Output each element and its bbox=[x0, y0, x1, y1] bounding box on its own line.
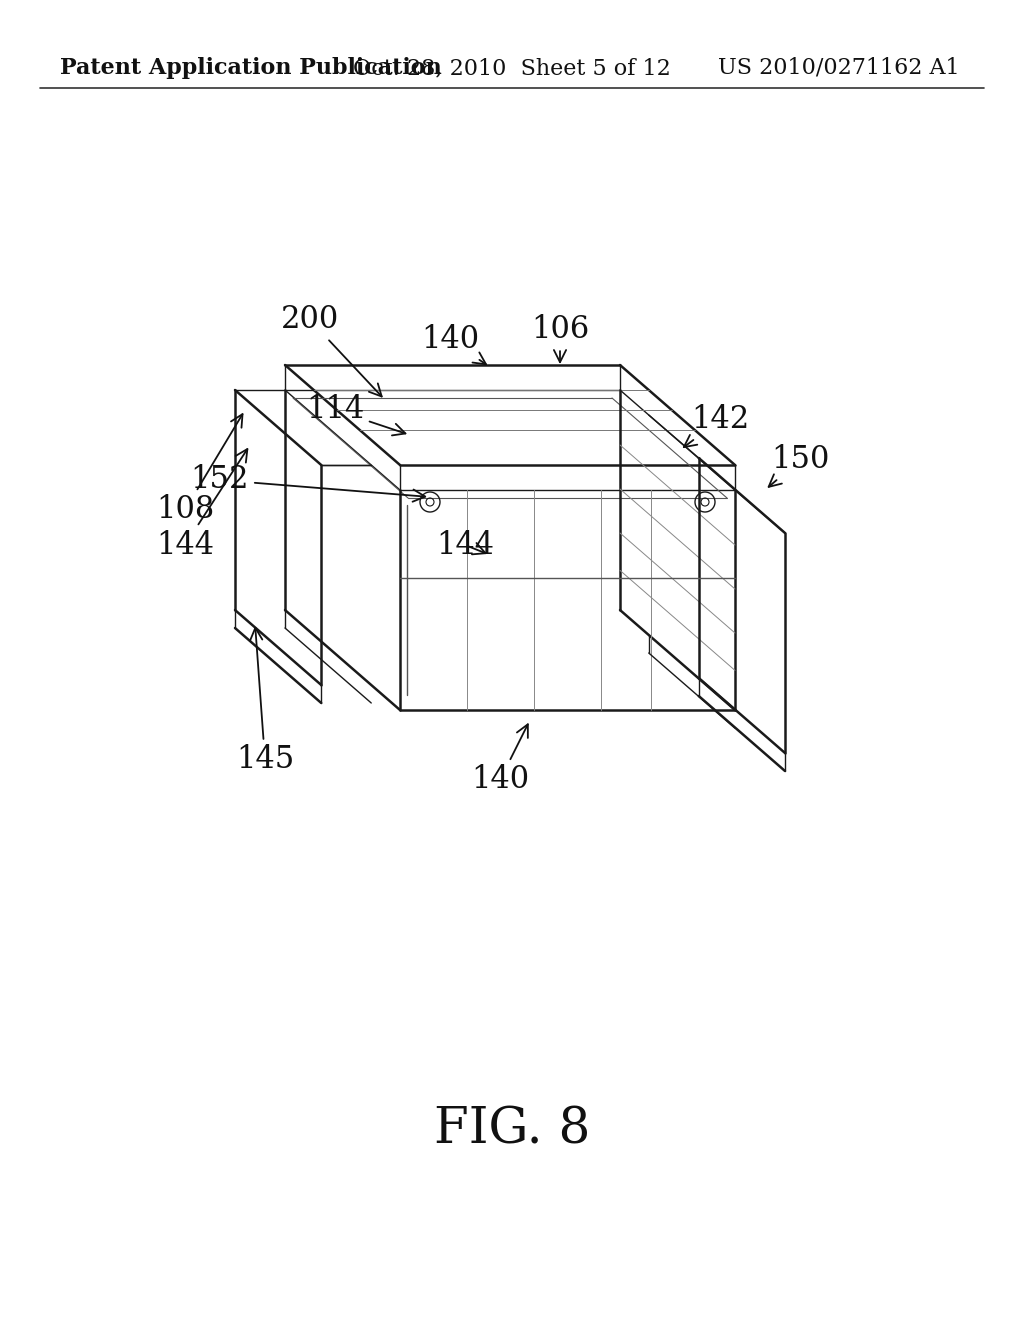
Text: 145: 145 bbox=[236, 628, 294, 776]
Text: 106: 106 bbox=[530, 314, 589, 362]
Text: 140: 140 bbox=[471, 725, 529, 796]
Text: 152: 152 bbox=[190, 465, 425, 502]
Text: Oct. 28, 2010  Sheet 5 of 12: Oct. 28, 2010 Sheet 5 of 12 bbox=[353, 57, 671, 79]
Text: 140: 140 bbox=[421, 325, 486, 364]
Text: FIG. 8: FIG. 8 bbox=[434, 1105, 590, 1155]
Text: 114: 114 bbox=[306, 395, 406, 436]
Text: US 2010/0271162 A1: US 2010/0271162 A1 bbox=[719, 57, 961, 79]
Text: 108: 108 bbox=[156, 414, 243, 525]
Text: 144: 144 bbox=[436, 529, 494, 561]
Text: 144: 144 bbox=[156, 449, 248, 561]
Text: 150: 150 bbox=[769, 445, 829, 487]
Text: 200: 200 bbox=[281, 305, 382, 396]
Text: 142: 142 bbox=[684, 404, 750, 447]
Text: Patent Application Publication: Patent Application Publication bbox=[60, 57, 441, 79]
